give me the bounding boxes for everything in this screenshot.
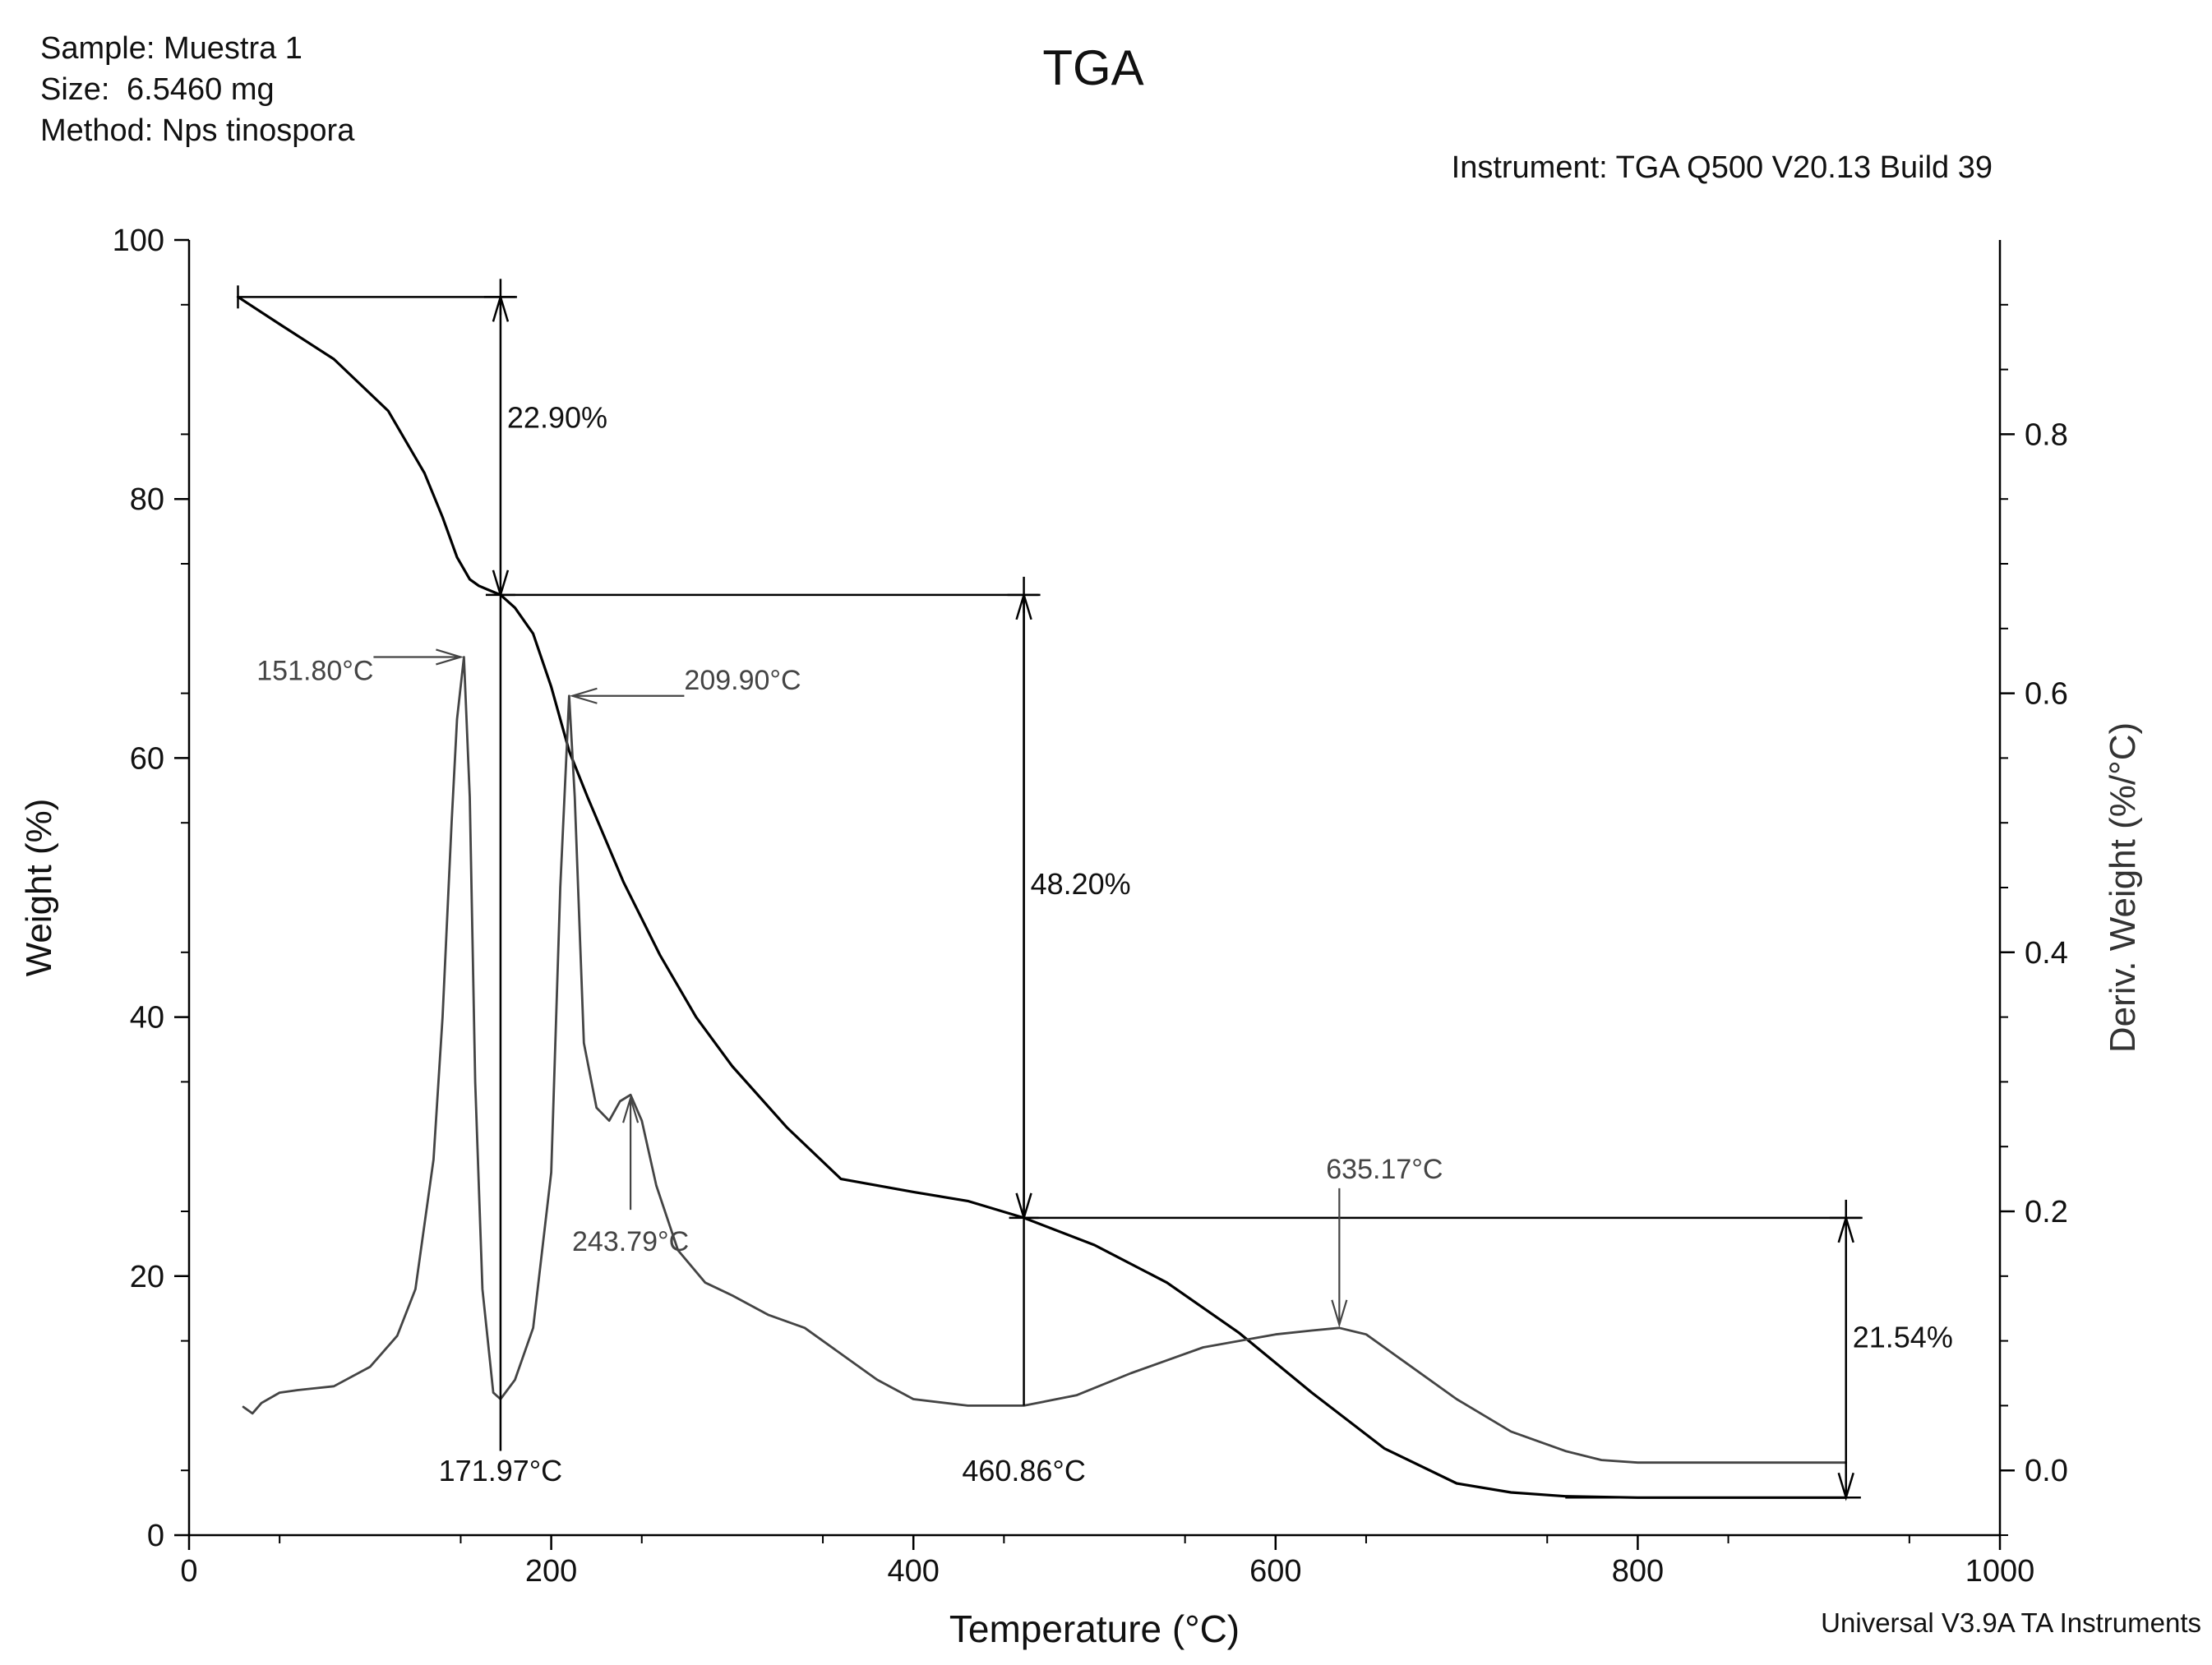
sample-value: Muestra 1 <box>163 31 302 66</box>
y-tick-label: 100 <box>113 224 164 258</box>
series-layer <box>236 295 1848 1499</box>
size-value: 6.5460 mg <box>127 72 275 107</box>
step-loss-label: 21.54% <box>1853 1320 1953 1354</box>
x-tick-label: 0 <box>180 1554 197 1589</box>
instrument-info: Instrument: TGA Q500 V20.13 Build 39 <box>1451 150 1993 185</box>
peak-arrowhead <box>622 1095 640 1123</box>
y2-tick-label: 0.4 <box>2025 936 2068 971</box>
y2-tick-label: 0.8 <box>2025 417 2068 452</box>
onset-temperature-label: 171.97°C <box>439 1454 563 1487</box>
size-label: Size: <box>40 72 110 107</box>
x-tick-label: 200 <box>525 1554 577 1589</box>
peak-arrowhead <box>1331 1299 1348 1328</box>
y-tick-label: 60 <box>130 741 164 776</box>
y-tick-label: 20 <box>130 1260 164 1294</box>
x-tick-label: 800 <box>1612 1554 1664 1589</box>
peak-arrowhead <box>436 648 464 666</box>
y2-tick-label: 0.0 <box>2025 1454 2068 1488</box>
peak-temperature-label: 243.79°C <box>572 1226 689 1257</box>
method-label: Method: <box>40 113 154 148</box>
chart-title: TGA <box>1042 40 1144 95</box>
peak-temperature-label: 209.90°C <box>684 665 801 696</box>
weight-series-line <box>236 295 1848 1499</box>
deriv-weight-series-line <box>242 656 1848 1464</box>
x-axis-title: Temperature (°C) <box>949 1607 1240 1650</box>
size-line: Size: 6.5460 mg <box>40 69 354 110</box>
y-tick-label: 0 <box>147 1519 164 1553</box>
x-tick-label: 400 <box>887 1554 939 1589</box>
y-axis-title: Weight (%) <box>19 799 59 977</box>
y2-tick-label: 0.2 <box>2025 1195 2068 1229</box>
y2-tick-label: 0.6 <box>2025 677 2068 712</box>
method-line: Method: Nps tinospora <box>40 110 354 151</box>
onset-temperature-label: 460.86°C <box>962 1454 1086 1487</box>
y-tick-label: 80 <box>130 482 164 517</box>
peak-arrowhead <box>569 687 598 704</box>
step-loss-label: 48.20% <box>1031 867 1131 901</box>
peak-temperature-label: 635.17°C <box>1326 1154 1443 1185</box>
sample-label: Sample: <box>40 31 155 66</box>
software-footer: Universal V3.9A TA Instruments <box>1821 1607 2201 1638</box>
axes-layer <box>174 238 2015 1550</box>
x-tick-label: 1000 <box>1965 1554 2035 1589</box>
label-layer: 0 200 400 600 800 1000 0 20 40 60 80 100 0.0 0.2 0.4 0.… <box>19 224 2143 1650</box>
y2-axis-title: Deriv. Weight (%/°C) <box>2103 722 2143 1053</box>
sample-line: Sample: Muestra 1 <box>40 28 354 69</box>
annotation-layer <box>237 279 1863 1501</box>
step-loss-label: 22.90% <box>507 401 607 435</box>
y-tick-label: 40 <box>130 1001 164 1035</box>
method-value: Nps tinospora <box>161 113 355 148</box>
peak-temperature-label: 151.80°C <box>256 655 373 686</box>
x-tick-label: 600 <box>1249 1554 1301 1589</box>
sample-info: Sample: Muestra 1 Size: 6.5460 mg Method… <box>40 28 354 151</box>
